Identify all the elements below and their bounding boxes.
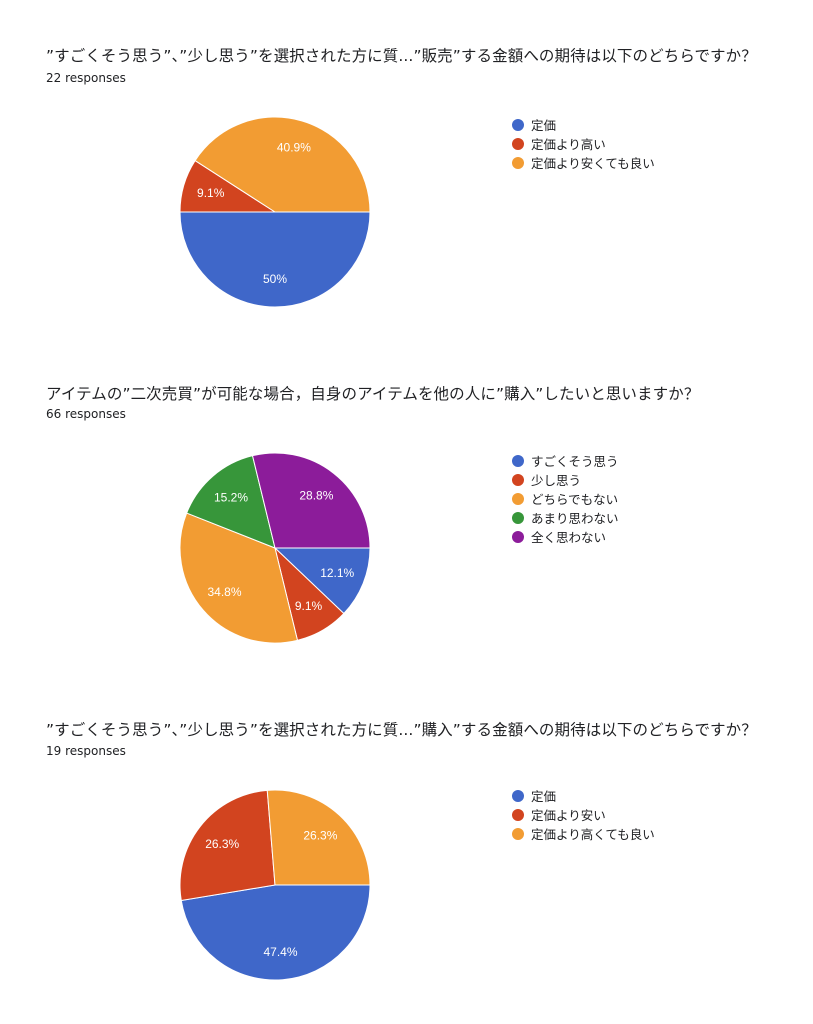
legend-label: どちらでもない <box>531 492 619 507</box>
legend-swatch <box>512 808 524 821</box>
legend-swatch <box>512 530 524 543</box>
legend-item: すごくそう思う <box>512 451 619 470</box>
response-count: 66 responses <box>46 407 126 421</box>
legend-swatch <box>512 118 524 131</box>
legend-label: すごくそう思う <box>531 454 619 469</box>
legend-label: 定価 <box>531 789 557 804</box>
pie-chart: 50% 9.1% 40.9% <box>179 116 371 308</box>
legend-swatch <box>512 492 524 505</box>
slice-data-label: 34.8% <box>207 585 241 599</box>
pie-slice <box>186 455 276 549</box>
legend-item: 少し思う <box>512 470 619 489</box>
legend-swatch <box>512 454 524 467</box>
chart-legend: 定価定価より安い定価より高くても良い <box>512 786 655 843</box>
slice-data-label: 26.3% <box>205 837 239 851</box>
pie-slice <box>194 116 371 213</box>
legend-item: 定価より安くても良い <box>512 153 655 172</box>
chart-panel-2: アイテムの”二次売買”が可能な場合，自身のアイテムを他の人に”購入”したいと思い… <box>46 385 700 644</box>
pie-slice <box>179 211 371 308</box>
slice-data-label: 40.9% <box>277 141 311 155</box>
pie-chart: 12.1% 9.1% 34.8% 15.2% 28.8% <box>179 452 371 644</box>
legend-item: どちらでもない <box>512 489 619 508</box>
pie-chart: 47.4% 26.3% 26.3% <box>179 789 371 981</box>
legend-label: 少し思う <box>531 473 582 488</box>
legend-item: 定価より高くても良い <box>512 824 655 843</box>
legend-label: 定価より安くても良い <box>531 156 655 171</box>
pie-slice <box>180 884 371 981</box>
pie-slice <box>179 789 276 902</box>
legend-item: 定価より高い <box>512 134 655 153</box>
legend-swatch <box>512 511 524 524</box>
legend-swatch <box>512 137 524 150</box>
chart-panel-1: ”すごくそう思う”、”少し思う”を選択された方に質...”販売”する金額への期待… <box>0 0 813 340</box>
legend-label: 定価より高い <box>531 137 606 152</box>
legend-item: 定価 <box>512 786 655 805</box>
slice-data-label: 12.1% <box>320 566 354 580</box>
legend-label: 定価 <box>531 118 557 133</box>
response-count: 19 responses <box>46 744 126 758</box>
slice-data-label: 15.2% <box>214 490 248 504</box>
legend-item: 定価より安い <box>512 805 655 824</box>
legend-item: あまり思わない <box>512 508 619 527</box>
pie-slice <box>251 452 371 549</box>
slice-data-label: 28.8% <box>299 488 333 502</box>
question-title: ”すごくそう思う”、”少し思う”を選択された方に質...”購入”する金額への期待… <box>46 721 757 739</box>
slice-data-label: 47.4% <box>263 945 297 959</box>
legend-item: 全く思わない <box>512 527 619 546</box>
slice-data-label: 9.1% <box>197 186 225 200</box>
legend-swatch <box>512 827 524 840</box>
legend-swatch <box>512 473 524 486</box>
question-title: ”すごくそう思う”、”少し思う”を選択された方に質...”販売”する金額への期待… <box>46 47 757 65</box>
question-title: アイテムの”二次売買”が可能な場合，自身のアイテムを他の人に”購入”したいと思い… <box>46 385 700 403</box>
legend-label: 定価より高くても良い <box>531 827 655 842</box>
slice-data-label: 26.3% <box>303 829 337 843</box>
legend-label: 定価より安い <box>531 808 606 823</box>
legend-swatch <box>512 789 524 802</box>
chart-legend: 定価定価より高い定価より安くても良い <box>512 115 655 172</box>
legend-label: あまり思わない <box>531 511 619 526</box>
pie-slice <box>273 547 371 615</box>
legend-swatch <box>512 156 524 169</box>
chart-legend: すごくそう思う 少し思うどちらでもない あまり思わない 全く思わない <box>512 451 619 546</box>
response-count: 22 responses <box>46 71 126 85</box>
legend-label: 全く思わない <box>531 530 607 545</box>
slice-data-label: 9.1% <box>295 599 323 613</box>
pie-slice <box>266 789 371 886</box>
legend-item: 定価 <box>512 115 655 134</box>
slice-data-label: 50% <box>263 272 287 286</box>
